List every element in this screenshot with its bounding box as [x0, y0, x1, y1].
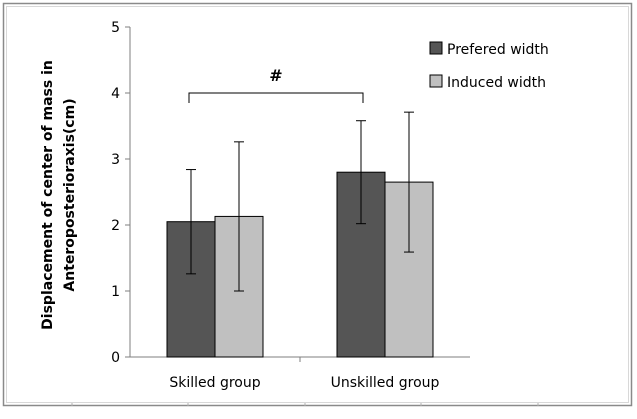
legend-label-1: Induced width: [447, 75, 546, 91]
significance-marker: #: [269, 66, 282, 85]
chart-border: [2, 2, 633, 407]
legend-label-0: Prefered width: [447, 42, 549, 58]
significance-bracket: [188, 92, 364, 103]
y-tick-label: 4: [111, 86, 120, 102]
plot-area: 0 1 2 3 4 5 Skilled group Unskilled group # Prefe…: [71, 20, 549, 406]
y-axis-title-line-1: Displacement of center of mass in: [40, 60, 56, 330]
legend-swatch-0: [429, 41, 443, 55]
y-tick-label: 2: [111, 218, 120, 234]
y-tick-label: 5: [111, 20, 120, 36]
y-axis-title-line-2: Anteroposterioraxis(cm): [62, 98, 78, 291]
y-tick-label: 1: [111, 284, 120, 300]
x-category-label: Skilled group: [169, 375, 260, 391]
x-category-label: Unskilled group: [331, 375, 440, 391]
legend-swatch-1: [429, 74, 443, 88]
y-tick-label: 3: [111, 152, 120, 168]
chart-border-inner: [6, 6, 629, 403]
y-tick-label: 0: [111, 350, 120, 366]
